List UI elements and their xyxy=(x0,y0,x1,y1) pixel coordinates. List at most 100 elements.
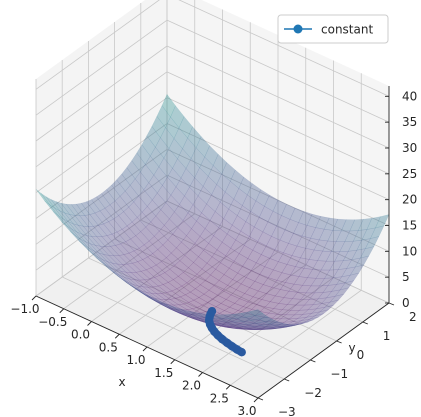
surface-facet xyxy=(223,326,238,329)
surface-facet xyxy=(287,320,302,325)
surface-facet xyxy=(225,247,240,262)
surface-facet xyxy=(189,177,204,197)
surface-facet xyxy=(133,279,149,288)
surface-facet xyxy=(173,127,188,150)
surface-facet xyxy=(227,313,243,320)
surface-facet xyxy=(211,184,226,203)
surface-facet xyxy=(261,323,275,328)
surface-facet xyxy=(141,290,156,299)
x-tick xyxy=(87,321,92,326)
surface-facet xyxy=(140,269,156,280)
surface-facet xyxy=(234,298,249,307)
surface-facet xyxy=(291,321,305,326)
surface-facet xyxy=(235,230,250,246)
surface-facet xyxy=(340,219,356,232)
back-gridline-z xyxy=(166,123,390,226)
back-gridline-z xyxy=(166,19,390,123)
surface-facet xyxy=(298,211,313,226)
floor-gridline-x xyxy=(174,264,306,361)
surface-facet xyxy=(238,176,253,196)
surface-facet xyxy=(91,196,106,212)
surface-facet xyxy=(154,230,169,246)
surface-facet xyxy=(78,240,93,254)
legend-marker xyxy=(293,24,303,34)
surface-facet xyxy=(110,245,125,256)
floor-gridline-y xyxy=(140,219,363,323)
surface-facet xyxy=(145,221,160,237)
surface-facet xyxy=(186,278,201,289)
surface-facet xyxy=(103,221,118,235)
surface-facet xyxy=(135,231,150,246)
surface-facet xyxy=(227,279,242,290)
surface-facet xyxy=(50,199,66,214)
surface-facet xyxy=(247,296,263,305)
surface-facet xyxy=(279,229,294,244)
surface-facet xyxy=(122,279,137,289)
surface-facet xyxy=(271,280,286,290)
surface-facet xyxy=(189,316,203,322)
surface-facet xyxy=(221,324,236,328)
surface-facet xyxy=(175,177,190,197)
surface-facet xyxy=(166,252,181,266)
surface-facet xyxy=(191,307,207,314)
surface-facet xyxy=(281,325,295,329)
x-tick-label: 0.5 xyxy=(99,340,118,354)
surface-facet xyxy=(212,294,227,304)
x-tick xyxy=(225,384,231,390)
surface-facet xyxy=(179,195,194,214)
back-gridline-z xyxy=(166,45,390,149)
surface-facet xyxy=(84,214,99,227)
left-gridline-z xyxy=(35,0,160,90)
surface-facet xyxy=(251,304,266,312)
surface-facet xyxy=(325,251,341,262)
surface-facet xyxy=(320,261,336,271)
surface-facet xyxy=(216,173,231,193)
surface-facet xyxy=(297,285,312,294)
surface-facet xyxy=(64,212,79,226)
surface-facet xyxy=(59,210,74,224)
surface-facet xyxy=(111,262,127,273)
surface-facet xyxy=(243,326,258,329)
surface-facet xyxy=(152,285,168,294)
surface-facet xyxy=(144,294,159,303)
surface-facet xyxy=(166,290,181,299)
surface-facet xyxy=(120,270,136,281)
surface-facet xyxy=(157,302,171,310)
surface-facet xyxy=(264,327,278,330)
surface-facet xyxy=(312,297,328,305)
surface-facet xyxy=(116,229,131,242)
surface-facet xyxy=(254,328,268,331)
surface-facet xyxy=(195,136,210,158)
surface-facet xyxy=(121,167,136,186)
surface-facet xyxy=(233,253,249,267)
surface-facet xyxy=(281,304,297,311)
surface-facet xyxy=(143,182,158,201)
surface-facet xyxy=(366,216,381,230)
surface-facet xyxy=(104,204,119,220)
surface-facet xyxy=(297,313,313,319)
surface-facet xyxy=(351,248,366,260)
surface-facet xyxy=(224,180,240,200)
surface-facet xyxy=(163,302,178,311)
surface-facet xyxy=(204,220,219,237)
surface-facet xyxy=(241,320,257,325)
surface-facet xyxy=(212,319,227,325)
surface-facet xyxy=(86,235,101,247)
surface-facet xyxy=(216,241,231,257)
surface-facet xyxy=(154,275,169,285)
floor-gridline-x xyxy=(230,289,362,386)
surface-facet xyxy=(159,225,174,241)
left-gridline-z xyxy=(35,123,168,219)
surface-facet xyxy=(235,326,250,329)
surface-facet xyxy=(307,303,323,311)
surface-facet xyxy=(331,282,346,292)
x-tick-label: −0.5 xyxy=(38,315,67,329)
surface-facet xyxy=(282,323,297,327)
surface-facet xyxy=(147,253,162,266)
x-tick xyxy=(59,308,65,314)
surface-facet xyxy=(271,314,287,320)
x-tick xyxy=(198,372,203,377)
left-gridline-z xyxy=(35,45,168,142)
axes: −1.0−0.50.00.51.01.52.02.53.0 −3−2−101205… xyxy=(10,86,417,417)
surface-facet xyxy=(185,158,200,179)
